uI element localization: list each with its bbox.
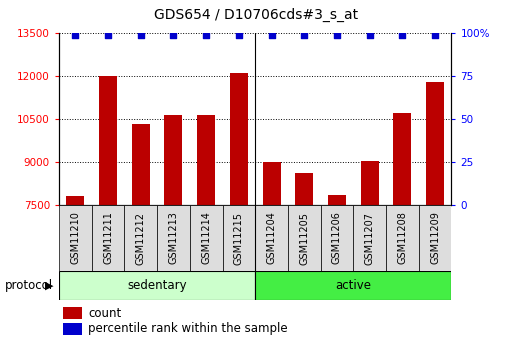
Text: GSM11205: GSM11205 <box>299 211 309 265</box>
Point <box>202 32 210 38</box>
Bar <box>157 205 190 271</box>
Point <box>267 32 275 38</box>
Point <box>169 32 177 38</box>
Text: active: active <box>336 279 371 292</box>
Text: GDS654 / D10706cds#3_s_at: GDS654 / D10706cds#3_s_at <box>154 8 359 22</box>
Text: GSM11208: GSM11208 <box>398 211 407 265</box>
Bar <box>263 161 281 205</box>
Bar <box>59 205 92 271</box>
Text: count: count <box>88 307 121 320</box>
Point <box>333 32 341 38</box>
Text: GSM11215: GSM11215 <box>234 211 244 265</box>
Text: GSM11211: GSM11211 <box>103 211 113 265</box>
Bar <box>230 73 248 205</box>
Point <box>431 32 439 38</box>
Bar <box>66 196 84 205</box>
Bar <box>124 205 157 271</box>
Bar <box>295 173 313 205</box>
Text: GSM11210: GSM11210 <box>70 211 81 265</box>
Text: GSM11212: GSM11212 <box>136 211 146 265</box>
Bar <box>419 205 451 271</box>
Bar <box>386 205 419 271</box>
Text: protocol: protocol <box>5 279 53 292</box>
Bar <box>426 82 444 205</box>
Point <box>136 32 145 38</box>
Bar <box>63 323 82 335</box>
Text: GSM11209: GSM11209 <box>430 211 440 265</box>
Bar <box>190 205 223 271</box>
Bar <box>92 205 125 271</box>
Bar <box>255 271 451 300</box>
Bar <box>288 205 321 271</box>
Point <box>104 32 112 38</box>
Point <box>235 32 243 38</box>
Point <box>300 32 308 38</box>
Text: GSM11207: GSM11207 <box>365 211 374 265</box>
Bar <box>99 77 117 205</box>
Bar <box>353 205 386 271</box>
Bar <box>328 195 346 205</box>
Text: GSM11214: GSM11214 <box>201 211 211 265</box>
Bar <box>223 205 255 271</box>
Text: sedentary: sedentary <box>127 279 187 292</box>
Bar <box>132 124 150 205</box>
Text: ▶: ▶ <box>45 280 53 290</box>
Bar <box>393 113 411 205</box>
Bar <box>165 115 183 205</box>
Bar <box>361 161 379 205</box>
Text: percentile rank within the sample: percentile rank within the sample <box>88 322 288 335</box>
Bar <box>197 115 215 205</box>
Bar <box>321 205 353 271</box>
Text: GSM11213: GSM11213 <box>168 211 179 265</box>
Point <box>71 32 80 38</box>
Text: GSM11204: GSM11204 <box>267 211 277 265</box>
Point <box>398 32 406 38</box>
Bar <box>255 205 288 271</box>
Point <box>366 32 374 38</box>
Text: GSM11206: GSM11206 <box>332 211 342 265</box>
Bar <box>63 307 82 319</box>
Bar <box>59 271 255 300</box>
